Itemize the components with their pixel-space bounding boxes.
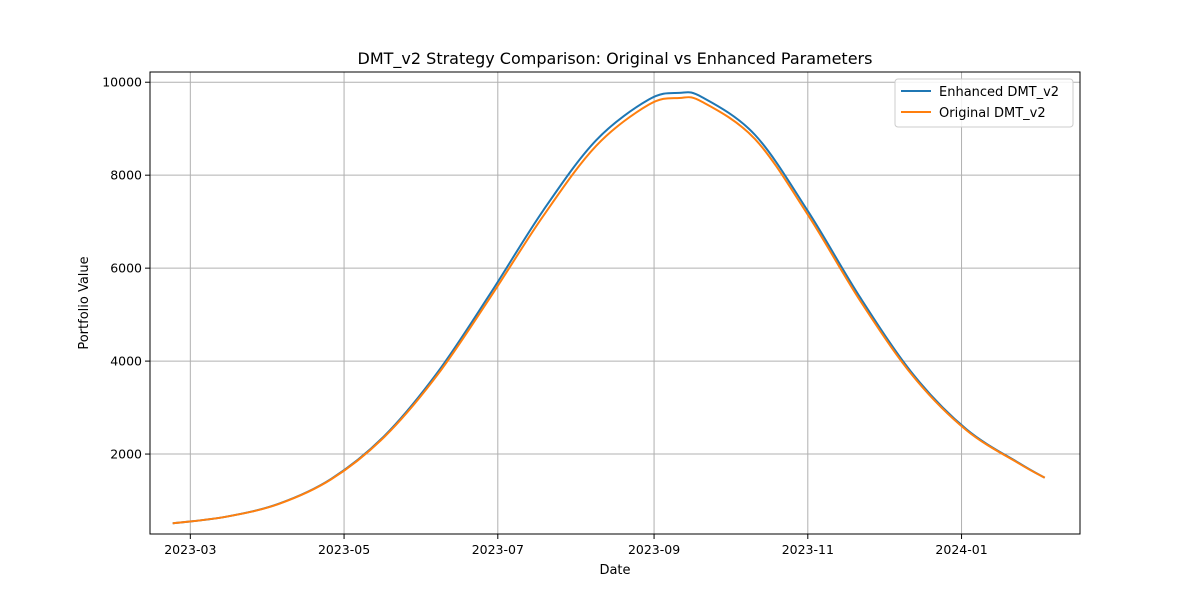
- series-line-original: [172, 96, 1046, 525]
- legend-label-enhanced: Enhanced DMT_v2: [939, 85, 1059, 100]
- series-layer: [172, 91, 1046, 525]
- y-tick-label: 8000: [110, 168, 142, 183]
- x-tick-label: 2023-07: [472, 542, 524, 557]
- grid-layer: [150, 72, 1080, 534]
- y-tick-label: 10000: [102, 75, 142, 90]
- x-tick-label: 2023-09: [628, 542, 680, 557]
- series-line-enhanced: [172, 91, 1046, 525]
- x-tick-label: 2023-03: [164, 542, 216, 557]
- x-tick-label: 2023-05: [318, 542, 370, 557]
- x-tick-label: 2023-11: [782, 542, 834, 557]
- chart-title: DMT_v2 Strategy Comparison: Original vs …: [358, 49, 873, 69]
- x-axis-label: Date: [599, 563, 630, 578]
- y-tick-label: 4000: [110, 354, 142, 369]
- legend: Enhanced DMT_v2 Original DMT_v2: [894, 78, 1074, 128]
- y-tick-label: 2000: [110, 447, 142, 462]
- tick-layer: 2023-03 2023-05 2023-07 2023-09 2023-11 2024-…: [102, 75, 987, 557]
- x-tick-label: 2024-01: [935, 542, 987, 557]
- legend-box: [894, 78, 1074, 128]
- legend-label-original: Original DMT_v2: [939, 106, 1046, 121]
- y-axis-label: Portfolio Value: [77, 256, 92, 349]
- y-tick-label: 6000: [110, 261, 142, 276]
- plot-frame: [149, 71, 1081, 535]
